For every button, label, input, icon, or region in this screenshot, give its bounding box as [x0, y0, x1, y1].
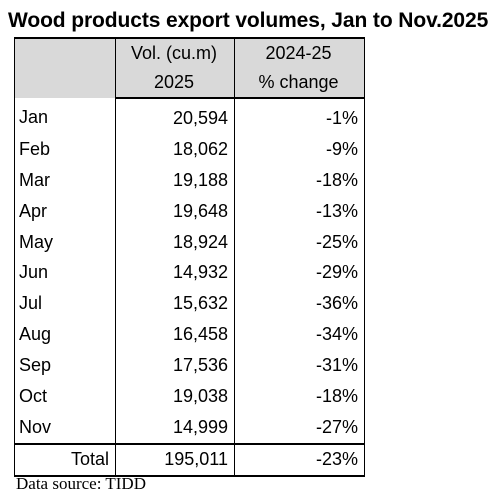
change-cell: -13% [234, 195, 365, 227]
month-cell: Apr [14, 195, 116, 227]
volume-cell: 19,038 [115, 381, 235, 412]
change-cell: -18% [234, 164, 365, 196]
change-cell: -9% [234, 133, 365, 165]
month-cell: Jul [14, 288, 116, 320]
change-cell: -25% [234, 226, 365, 258]
table-row: Aug 16,458 -34% [14, 319, 365, 351]
table-row: Jul 15,632 -36% [14, 288, 365, 320]
total-row: Total 195,011 -23% [14, 442, 365, 477]
volume-cell: 14,932 [115, 257, 235, 289]
table-row: Mar 19,188 -18% [14, 164, 365, 196]
total-label: Total [14, 442, 116, 477]
table-row: Jan 20,594 -1% [14, 98, 365, 134]
volume-cell: 18,062 [115, 133, 235, 165]
header-volume-line2: 2025 [115, 68, 235, 99]
month-cell: Aug [14, 319, 116, 351]
export-volume-table: Vol. (cu.m) 2024-25 2025 % change Jan 20,… [14, 37, 365, 477]
header-volume-line1: Vol. (cu.m) [115, 37, 235, 68]
change-cell: -34% [234, 319, 365, 351]
month-cell: Nov [14, 411, 116, 444]
table-header: Vol. (cu.m) 2024-25 2025 % change [14, 37, 365, 99]
table-row: May 18,924 -25% [14, 226, 365, 258]
total-change: -23% [234, 442, 365, 477]
volume-cell: 19,188 [115, 164, 235, 196]
change-cell: -1% [234, 98, 365, 134]
data-source-note: Data source: TIDD [16, 474, 146, 493]
table-row: Oct 19,038 -18% [14, 381, 365, 412]
volume-cell: 19,648 [115, 195, 235, 227]
table-row: Apr 19,648 -13% [14, 195, 365, 227]
change-cell: -36% [234, 288, 365, 320]
table-row: Nov 14,999 -27% [14, 411, 365, 444]
volume-cell: 15,632 [115, 288, 235, 320]
table-footer: Total 195,011 -23% [14, 442, 365, 477]
table-row: Feb 18,062 -9% [14, 133, 365, 165]
header-month-cell [14, 37, 116, 98]
table-body: Jan 20,594 -1% Feb 18,062 -9% Mar 19,188 -18% Apr… [14, 98, 365, 444]
total-volume: 195,011 [115, 442, 235, 477]
month-cell: Mar [14, 164, 116, 196]
month-cell: Sep [14, 350, 116, 382]
volume-cell: 17,536 [115, 350, 235, 382]
change-cell: -29% [234, 257, 365, 289]
change-cell: -31% [234, 350, 365, 382]
volume-cell: 18,924 [115, 226, 235, 258]
volume-cell: 14,999 [115, 411, 235, 444]
month-cell: Jun [14, 257, 116, 289]
month-cell: Oct [14, 381, 116, 412]
table-row: Sep 17,536 -31% [14, 350, 365, 382]
change-cell: -27% [234, 411, 365, 444]
month-cell: May [14, 226, 116, 258]
volume-cell: 20,594 [115, 98, 235, 134]
volume-cell: 16,458 [115, 319, 235, 351]
table-title: Wood products export volumes, Jan to Nov… [8, 9, 489, 32]
month-cell: Feb [14, 133, 116, 165]
header-change-line2: % change [234, 68, 365, 99]
table-row: Jun 14,932 -29% [14, 257, 365, 289]
change-cell: -18% [234, 381, 365, 412]
month-cell: Jan [14, 98, 116, 134]
header-change-line1: 2024-25 [234, 37, 365, 68]
